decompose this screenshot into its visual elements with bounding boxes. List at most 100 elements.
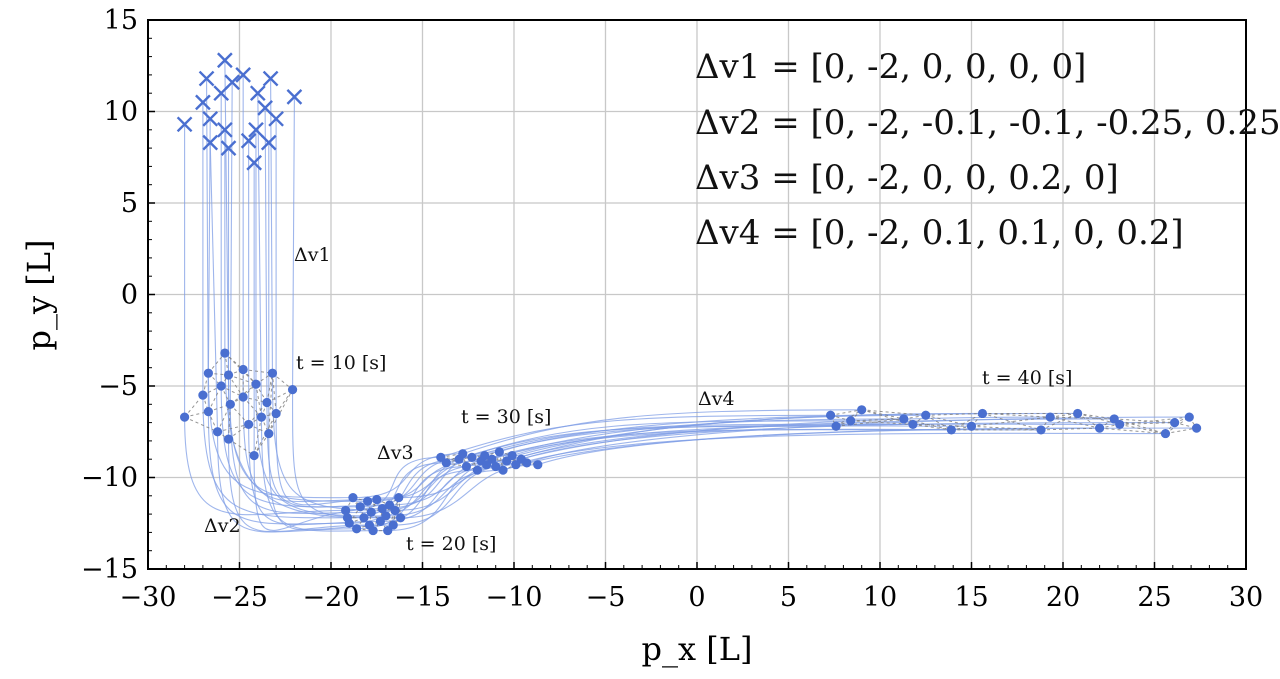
agent-node bbox=[966, 421, 977, 431]
formation-link bbox=[925, 414, 952, 431]
formation-link bbox=[272, 372, 293, 391]
x-tick-label: 0 bbox=[688, 582, 705, 613]
formation-link bbox=[1077, 413, 1100, 429]
y-tick-label: 0 bbox=[121, 280, 138, 311]
legend-line-1: Δv1 = [0, -2, 0, 0, 0, 0] bbox=[695, 47, 1086, 87]
agent-node bbox=[1095, 423, 1105, 433]
start-marker-stroke bbox=[257, 99, 273, 116]
agent-node bbox=[271, 408, 281, 419]
agent-node bbox=[203, 368, 213, 378]
agent-node bbox=[341, 505, 351, 516]
annotation-dv3: Δv3 bbox=[377, 442, 414, 464]
agent-node bbox=[249, 450, 259, 461]
agent-node bbox=[522, 458, 532, 468]
formation-link bbox=[1041, 427, 1100, 431]
formation-link bbox=[228, 374, 244, 398]
start-marker bbox=[246, 154, 262, 171]
start-marker-stroke bbox=[202, 110, 219, 127]
formation-link bbox=[207, 385, 222, 412]
y-tick-label: −5 bbox=[98, 371, 138, 402]
agent-node bbox=[267, 368, 278, 378]
formation-link bbox=[275, 389, 293, 414]
start-marker bbox=[286, 89, 303, 105]
agent-node bbox=[264, 428, 274, 439]
formation-link bbox=[912, 423, 972, 427]
start-marker-stroke bbox=[246, 154, 262, 171]
agent-node bbox=[825, 410, 836, 420]
start-marker bbox=[249, 85, 266, 102]
axis-ticks: −30 −25 −20 −15 −10 −5 0 5 10 15 20 25 30 −15 −10 −5 0 5 1… bbox=[81, 5, 1263, 613]
y-tick-label: −15 bbox=[81, 554, 138, 585]
agent-node bbox=[381, 511, 391, 521]
formation-link bbox=[850, 418, 904, 422]
start-marker-stroke bbox=[202, 134, 219, 151]
start-marker bbox=[240, 132, 257, 149]
agent-node bbox=[908, 419, 918, 430]
agent-node bbox=[1160, 428, 1171, 439]
formation-link bbox=[912, 423, 952, 431]
trajectory-curve bbox=[227, 148, 972, 533]
x-tick-label: 20 bbox=[1046, 582, 1080, 613]
trajectory-curve bbox=[184, 124, 831, 516]
agent-node bbox=[946, 425, 956, 435]
formation-link bbox=[184, 394, 204, 418]
agent-node bbox=[1073, 408, 1083, 419]
legend-line-4: Δv4 = [0, -2, 0.1, 0.1, 0, 0.2] bbox=[695, 213, 1184, 253]
start-marker-stroke bbox=[217, 121, 233, 138]
agent-node bbox=[394, 493, 404, 503]
start-marker-stroke bbox=[224, 74, 241, 91]
agent-node bbox=[480, 450, 490, 461]
start-marker-stroke bbox=[217, 52, 233, 69]
agent-node bbox=[846, 416, 856, 426]
annotation-t20: t = 20 [s] bbox=[406, 533, 496, 555]
formation-link bbox=[1165, 427, 1197, 435]
formation-link bbox=[229, 403, 250, 425]
y-tick-label: 15 bbox=[104, 5, 138, 36]
agent-node bbox=[203, 407, 213, 417]
agent-node bbox=[857, 405, 867, 415]
start-marker bbox=[260, 134, 277, 151]
start-marker bbox=[195, 94, 211, 111]
formation-link bbox=[1050, 416, 1115, 420]
agent-node bbox=[212, 427, 223, 437]
agent-node bbox=[441, 458, 451, 468]
agent-node bbox=[368, 525, 378, 536]
formation-link bbox=[243, 369, 273, 374]
formation-link bbox=[1050, 412, 1078, 418]
start-marker bbox=[176, 116, 193, 133]
start-marker-stroke bbox=[176, 116, 193, 133]
formation-link bbox=[982, 412, 1042, 431]
agent-node bbox=[533, 460, 543, 470]
agent-node bbox=[225, 399, 235, 409]
formation-link bbox=[1114, 418, 1175, 424]
agent-node bbox=[390, 505, 400, 516]
start-marker bbox=[217, 121, 233, 138]
y-tick-label: 10 bbox=[104, 97, 138, 128]
agent-node bbox=[395, 513, 406, 523]
agent-node bbox=[262, 397, 272, 408]
start-marker bbox=[268, 110, 284, 127]
start-marker bbox=[248, 121, 264, 138]
start-marker-stroke bbox=[220, 140, 237, 156]
formation-link bbox=[836, 418, 904, 427]
x-tick-label: 30 bbox=[1229, 582, 1263, 613]
agent-node bbox=[355, 502, 365, 512]
trajectory-curve bbox=[206, 78, 851, 525]
agent-node bbox=[223, 434, 234, 444]
x-tick-label: −30 bbox=[120, 582, 177, 613]
start-marker-stroke bbox=[240, 132, 257, 149]
formation-link bbox=[1099, 427, 1166, 435]
x-tick-label: 5 bbox=[780, 582, 797, 613]
x-tick-label: 10 bbox=[863, 582, 897, 613]
agent-node bbox=[377, 504, 387, 514]
start-marker bbox=[220, 140, 237, 156]
formation-link bbox=[268, 389, 294, 434]
y-axis-title: p_y [L] bbox=[20, 240, 58, 351]
start-marker-stroke bbox=[248, 121, 264, 138]
agent-node bbox=[198, 390, 208, 400]
formation-link bbox=[184, 416, 218, 433]
agent-node bbox=[494, 447, 504, 457]
formation-link bbox=[217, 404, 231, 432]
x-tick-label: −10 bbox=[486, 582, 543, 613]
